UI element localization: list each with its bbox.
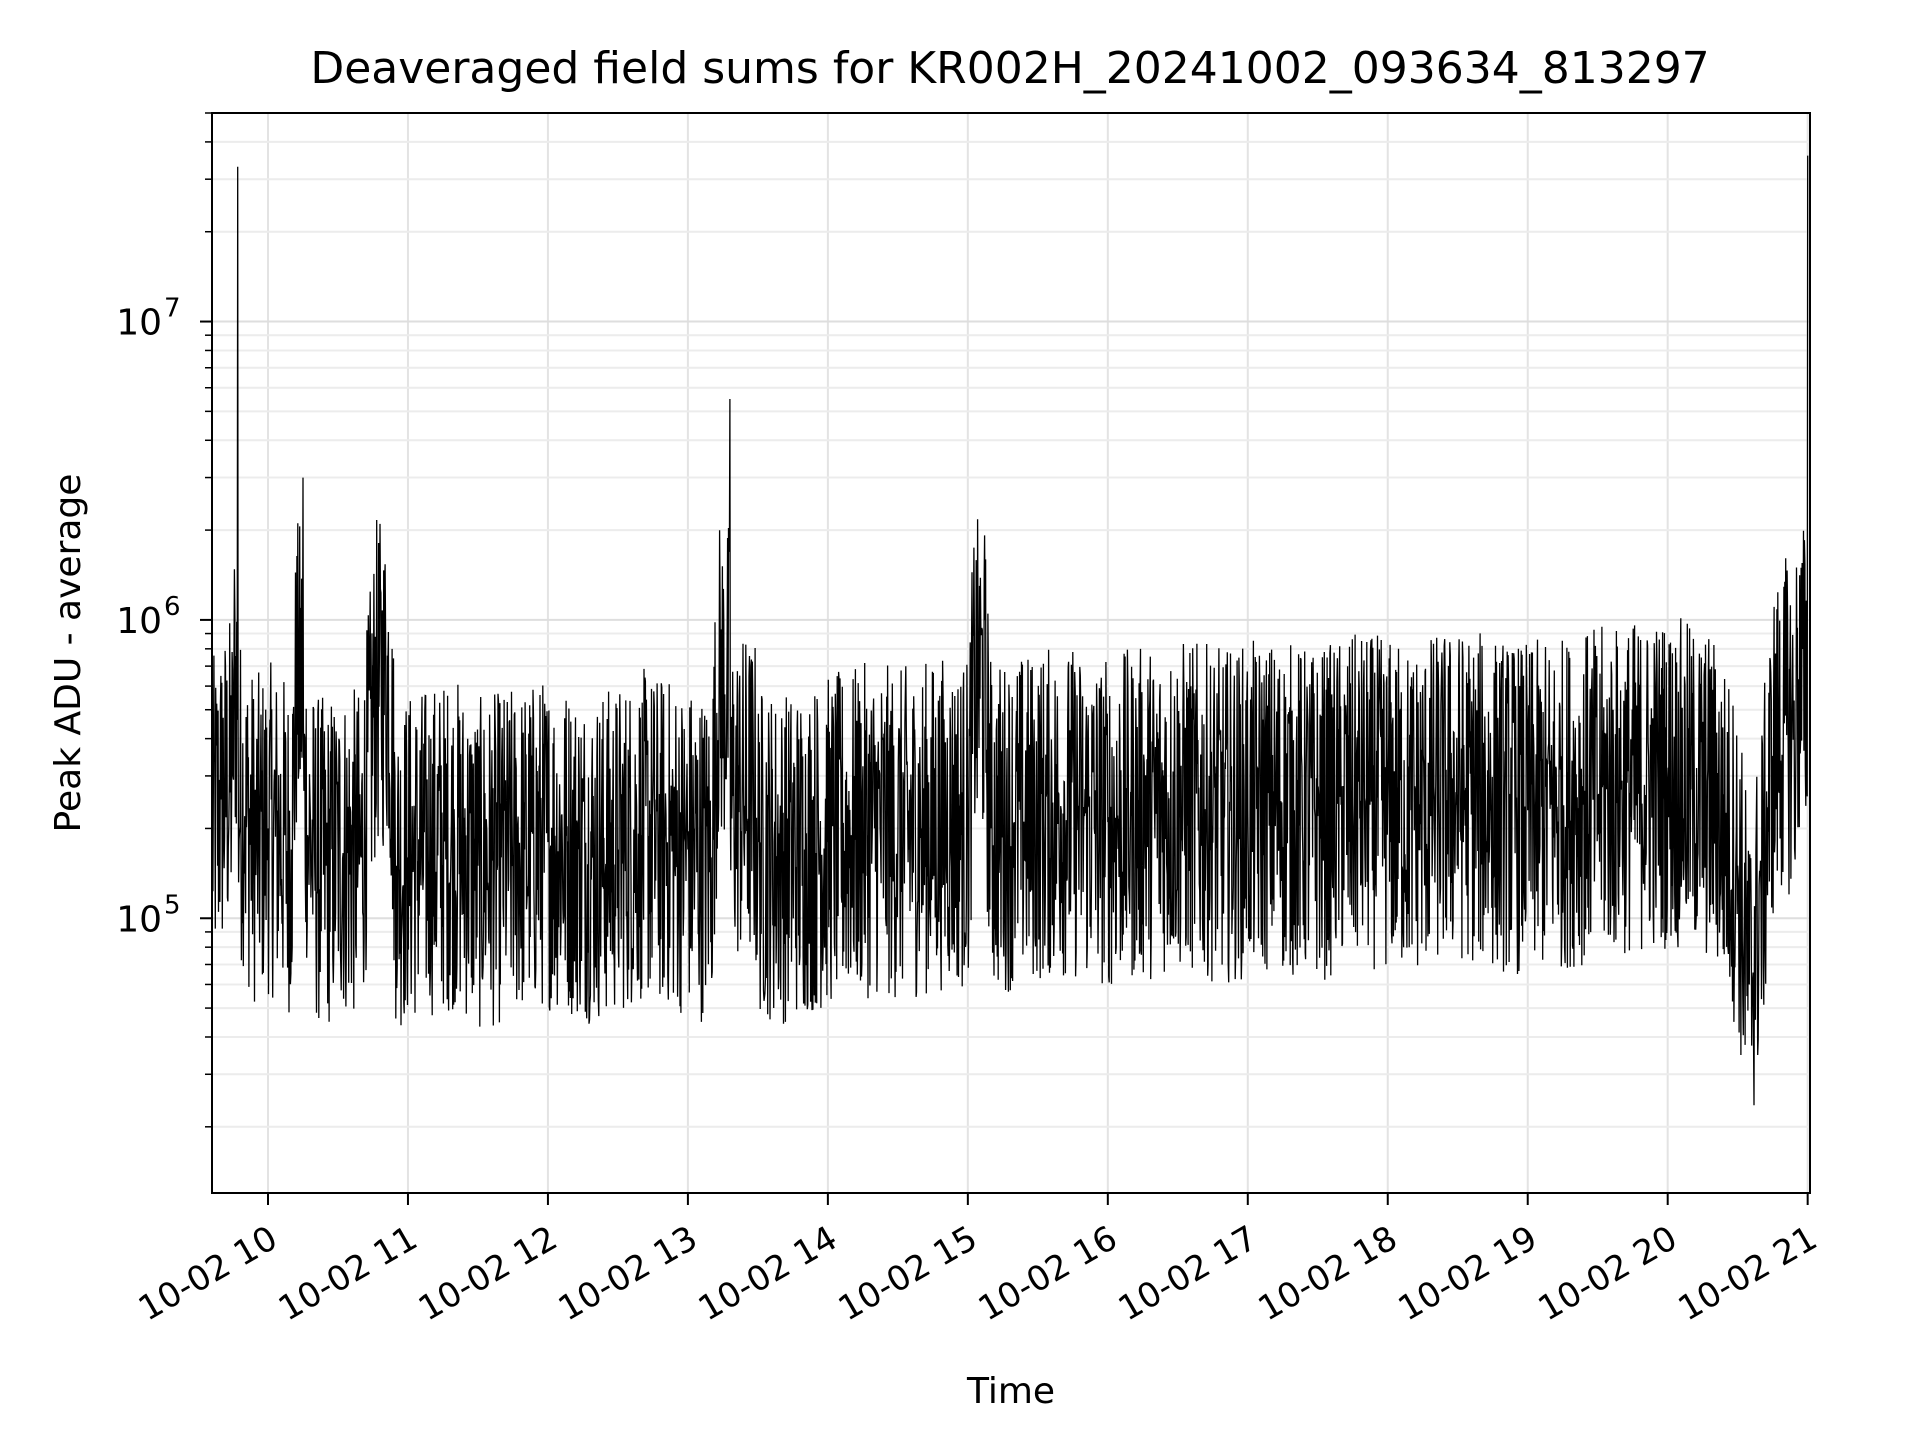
x-tick-label: 10-02 16	[972, 1218, 1124, 1329]
y-axis-label: Peak ADU - average	[48, 474, 89, 833]
x-tick-label: 10-02 10	[132, 1218, 284, 1329]
grid	[212, 112, 1810, 1193]
x-tick-label: 10-02 21	[1672, 1218, 1824, 1329]
x-tick-label: 10-02 14	[692, 1218, 844, 1329]
chart-title: Deaveraged field sums for KR002H_2024100…	[310, 43, 1709, 94]
y-tick-exponent: 5	[164, 890, 181, 920]
x-axis-label: Time	[966, 1371, 1055, 1412]
x-tick-label: 10-02 13	[552, 1218, 704, 1329]
plot-frame	[211, 112, 1811, 1194]
y-tick-label: 10	[116, 601, 162, 642]
x-tick-label: 10-02 18	[1252, 1218, 1404, 1329]
y-tick-exponent: 7	[164, 294, 181, 324]
series-path	[211, 155, 1809, 1106]
y-tick-label: 10	[116, 303, 162, 344]
series-line	[211, 155, 1809, 1106]
x-tick-label: 10-02 11	[272, 1218, 424, 1329]
x-tick-label: 10-02 20	[1532, 1218, 1684, 1329]
y-tick-exponent: 6	[164, 592, 181, 622]
x-tick-label: 10-02 12	[412, 1218, 564, 1329]
x-tick-label: 10-02 15	[832, 1218, 984, 1329]
x-tick-label: 10-02 19	[1392, 1218, 1544, 1329]
x-tick-label: 10-02 17	[1112, 1218, 1264, 1329]
y-tick-label: 10	[116, 899, 162, 940]
